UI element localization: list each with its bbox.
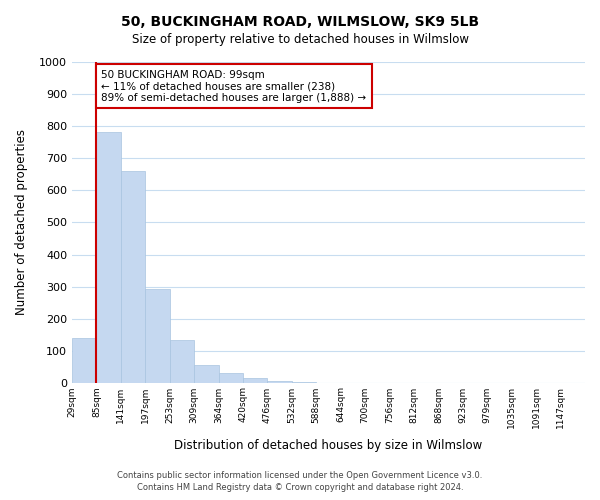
Bar bbox=[268, 381, 292, 384]
Bar bbox=[218, 373, 243, 384]
Y-axis label: Number of detached properties: Number of detached properties bbox=[15, 130, 28, 316]
Bar bbox=[72, 338, 97, 384]
Bar bbox=[316, 382, 341, 384]
Text: Size of property relative to detached houses in Wilmslow: Size of property relative to detached ho… bbox=[131, 32, 469, 46]
Bar bbox=[292, 382, 316, 384]
X-axis label: Distribution of detached houses by size in Wilmslow: Distribution of detached houses by size … bbox=[175, 440, 482, 452]
Bar bbox=[121, 171, 145, 384]
Text: Contains HM Land Registry data © Crown copyright and database right 2024.: Contains HM Land Registry data © Crown c… bbox=[137, 484, 463, 492]
Bar bbox=[243, 378, 268, 384]
Text: 50 BUCKINGHAM ROAD: 99sqm
← 11% of detached houses are smaller (238)
89% of semi: 50 BUCKINGHAM ROAD: 99sqm ← 11% of detac… bbox=[101, 70, 367, 102]
Bar bbox=[145, 288, 170, 384]
Text: Contains public sector information licensed under the Open Government Licence v3: Contains public sector information licen… bbox=[118, 471, 482, 480]
Bar bbox=[170, 340, 194, 384]
Bar bbox=[341, 383, 365, 384]
Bar bbox=[194, 365, 218, 384]
Bar bbox=[97, 132, 121, 384]
Text: 50, BUCKINGHAM ROAD, WILMSLOW, SK9 5LB: 50, BUCKINGHAM ROAD, WILMSLOW, SK9 5LB bbox=[121, 15, 479, 29]
